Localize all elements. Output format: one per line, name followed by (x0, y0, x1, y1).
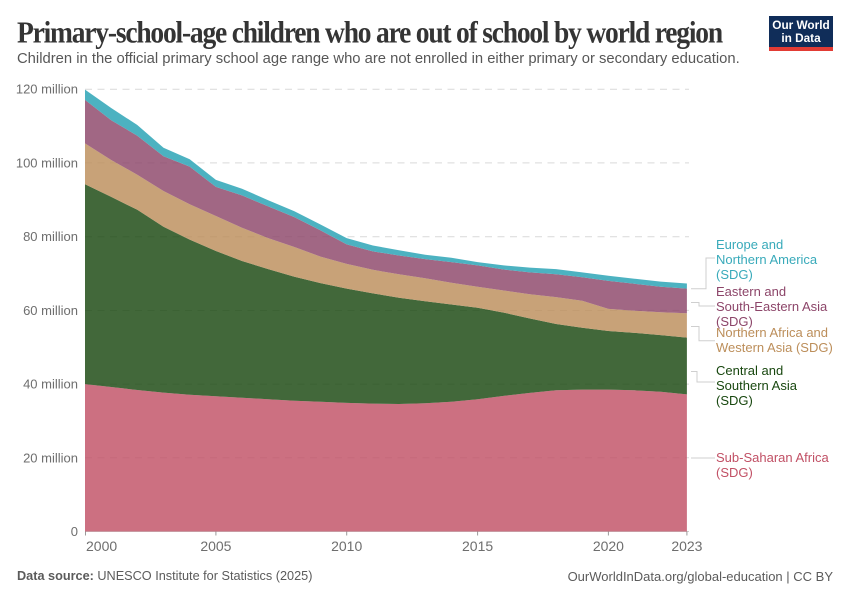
svg-text:40 million: 40 million (23, 377, 78, 392)
svg-text:2005: 2005 (200, 538, 231, 554)
svg-text:80 million: 80 million (23, 229, 78, 244)
svg-text:2020: 2020 (593, 538, 624, 554)
svg-text:120 million: 120 million (16, 82, 78, 97)
svg-text:0: 0 (71, 524, 78, 539)
svg-text:60 million: 60 million (23, 303, 78, 318)
svg-text:20 million: 20 million (23, 450, 78, 465)
svg-text:2015: 2015 (462, 538, 493, 554)
svg-text:2010: 2010 (331, 538, 362, 554)
svg-text:2000: 2000 (86, 538, 117, 554)
svg-text:2023: 2023 (671, 538, 702, 554)
svg-text:100 million: 100 million (16, 155, 78, 170)
